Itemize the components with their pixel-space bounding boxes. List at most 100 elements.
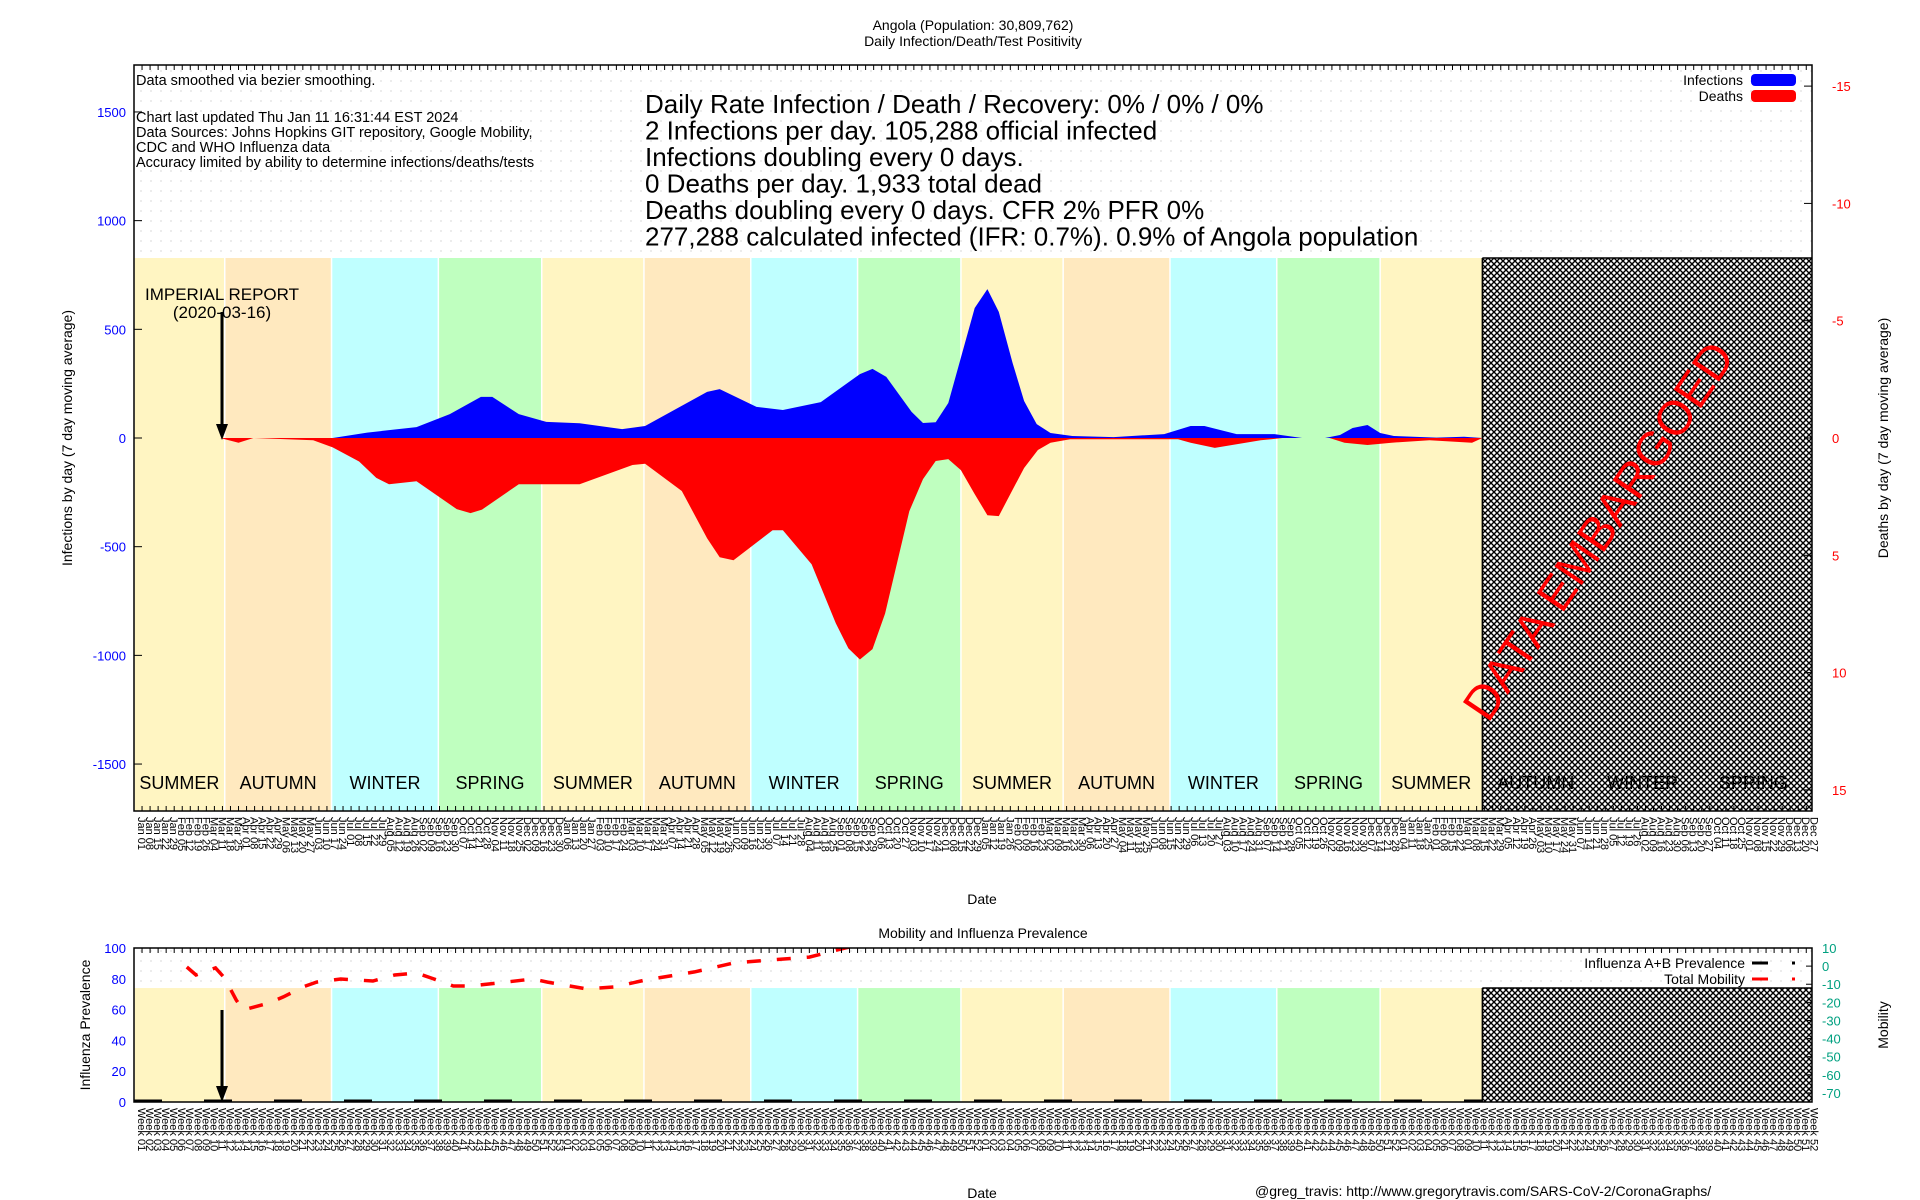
x-tick-label: Aug 10 (1228, 817, 1240, 852)
x-tick-label: Week 11 (1060, 1108, 1072, 1150)
x-tick-label: Week 20 (1132, 1108, 1144, 1151)
x-tick-label: Oct 13 (883, 817, 895, 849)
footer-credit[interactable]: @greg_travis: http://www.gregorytravis.c… (1255, 1183, 1711, 1199)
stat-line: Deaths doubling every 0 days. CFR 2% PFR… (645, 195, 1204, 225)
x-tick-label: Week 44 (1325, 1108, 1337, 1151)
y2-tick-label: 10 (1822, 941, 1836, 956)
season-label: SUMMER (139, 773, 219, 793)
y2-tick-label: 0 (1832, 431, 1839, 446)
annotation-label: IMPERIAL REPORT (145, 285, 299, 304)
x-tick-label: Week 50 (529, 1108, 541, 1151)
x-tick-label: Sep 29 (867, 817, 879, 852)
x-tick-label: Week 19 (1124, 1108, 1136, 1151)
x-tick-label: Week 13 (1494, 1108, 1506, 1151)
y-tick-label: 0 (119, 431, 126, 446)
x-tick-label: Mar 17 (642, 817, 654, 851)
season-band-summer (541, 988, 644, 1102)
x-tick-label: Week 20 (288, 1108, 300, 1151)
stats-block: Daily Rate Infection / Death / Recovery:… (645, 89, 1418, 252)
season-label: WINTER (1607, 773, 1678, 793)
x-tick-label: Jun 16 (746, 817, 758, 850)
x-tick-label: Aug 18 (818, 817, 830, 852)
x-tick-label: Week 11 (215, 1108, 227, 1150)
x-tick-label: Dec 28 (1389, 817, 1401, 852)
x-tick-label: Mar 25 (231, 817, 243, 851)
x-tick-label: Week 32 (1228, 1108, 1240, 1151)
x-tick-label: May 24 (1558, 817, 1570, 853)
x-tick-label: Week 14 (1502, 1108, 1514, 1151)
season-label: SPRING (1294, 773, 1363, 793)
x-tick-label: Nov 01 (1743, 817, 1755, 852)
x-tick-label: Week 27 (1188, 1108, 1200, 1151)
x-tick-label: Jul 13 (1196, 817, 1208, 846)
x-tick-label: Jan 13 (569, 817, 581, 850)
x-tick-label: Jan 05 (979, 817, 991, 850)
y-tick-label: 0 (119, 1095, 126, 1110)
x-tick-label: Week 28 (352, 1108, 364, 1151)
x-tick-label: Jul 12 (1614, 817, 1626, 846)
x-tick-label: Week 31 (1638, 1108, 1650, 1151)
x-tick-label: Week 46 (1759, 1108, 1771, 1151)
x-tick-label: Dec 07 (1365, 817, 1377, 852)
x-tick-label: Week 42 (1727, 1108, 1739, 1151)
x-tick-label: Sep 15 (851, 817, 863, 852)
x-tick-label: Week 37 (1269, 1108, 1281, 1151)
mobility-plot-frame (133, 947, 1813, 1103)
season-band-winter (331, 258, 439, 811)
x-tick-label: Week 29 (1204, 1108, 1216, 1151)
y2-tick-label: 0 (1822, 959, 1829, 974)
x-tick-label: Dec 21 (1381, 817, 1393, 852)
x-tick-label: Week 33 (818, 1108, 830, 1151)
x-tick-label: Week 10 (207, 1108, 219, 1151)
x-tick-label: Sep 22 (859, 817, 871, 852)
x-tick-label: Dec 22 (963, 817, 975, 852)
x-tick-label: Week 42 (465, 1108, 477, 1151)
x-tick-label: Week 17 (1108, 1108, 1120, 1151)
x-tick-label: Week 05 (593, 1108, 605, 1151)
x-tick-label: Nov 18 (505, 817, 517, 852)
x-tick-label: May 25 (1140, 817, 1152, 853)
x-tick-label: Jul 29 (376, 817, 388, 846)
x-tick-label: Week 12 (223, 1108, 235, 1151)
x-tick-label: Week 22 (1566, 1108, 1578, 1151)
x-tick-label: Dec 16 (537, 817, 549, 852)
notes-block: Data smoothed via bezier smoothing. Chart… (136, 73, 534, 171)
season-label: SPRING (875, 773, 944, 793)
x-tick-label: Week 07 (1445, 1108, 1457, 1151)
x-tick-label: Week 32 (810, 1108, 822, 1151)
y-tick-label: 80 (112, 972, 126, 987)
x-tick-label: Week 22 (304, 1108, 316, 1151)
x-tick-label: Feb 19 (191, 817, 203, 851)
mobility-y-axis-label: Influenza Prevalence (77, 959, 93, 1090)
x-tick-label: Week 22 (730, 1108, 742, 1151)
x-tick-label: May 27 (304, 817, 316, 853)
x-tick-label: Week 16 (1100, 1108, 1112, 1151)
x-tick-label: Jun 10 (320, 817, 332, 850)
x-tick-label: Jan 04 (1397, 817, 1409, 850)
x-tick-label: Week 09 (1462, 1108, 1474, 1151)
x-tick-label: Sep 07 (1261, 817, 1273, 852)
season-band-autumn (643, 988, 751, 1102)
x-tick-label: Apr 28 (690, 817, 702, 849)
x-tick-label: Week 36 (1261, 1108, 1273, 1151)
main-chart: Angola (Population: 30,809,762) Daily In… (59, 17, 1891, 907)
x-tick-label: Week 40 (875, 1108, 887, 1151)
y-tick-label: -500 (100, 540, 126, 555)
x-tick-label: Oct 28 (481, 817, 493, 849)
x-tick-label: Week 52 (1807, 1108, 1819, 1151)
x-tick-label: Apr 05 (1502, 817, 1514, 849)
legend-swatch-deaths (1751, 90, 1796, 102)
x-tick-label: Dec 15 (955, 817, 967, 852)
x-tick-label: Jun 28 (1598, 817, 1610, 850)
x-tick-label: Week 35 (1671, 1108, 1683, 1151)
x-tick-label: Week 24 (746, 1108, 758, 1151)
x-tick-label: Aug 25 (826, 817, 838, 852)
x-tick-label: Week 04 (1421, 1108, 1433, 1151)
x-tick-label: Aug 30 (1671, 817, 1683, 852)
x-tick-label: Week 37 (424, 1108, 436, 1151)
season-band-autumn (224, 988, 332, 1102)
x-tick-label: Jul 07 (770, 817, 782, 846)
mobility-x-axis-label: Date (967, 1185, 997, 1200)
x-tick-label: Week 22 (1148, 1108, 1160, 1151)
